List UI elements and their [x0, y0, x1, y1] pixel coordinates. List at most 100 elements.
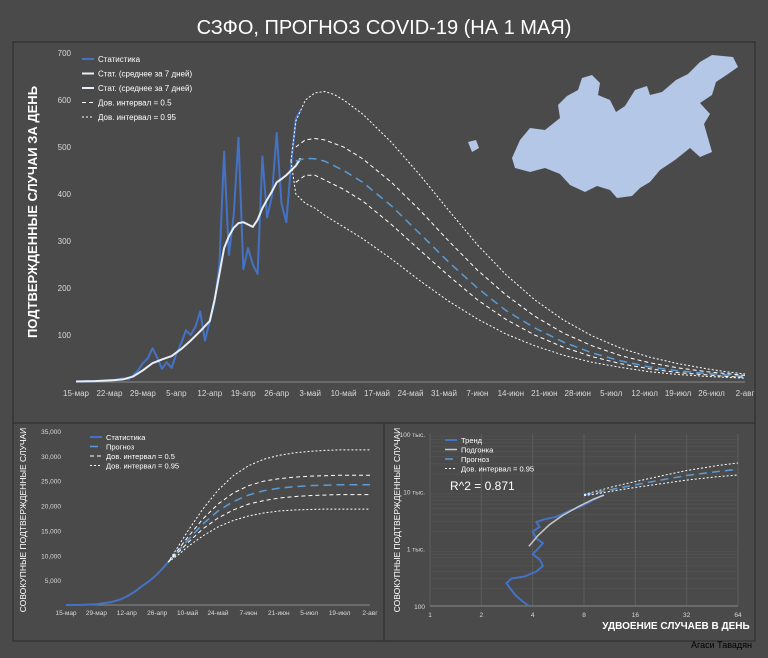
series-line-ci50-3: [167, 494, 370, 563]
doubling-ylabel: СОВОКУПНЫЕ ПОДТВЕРЖДЕННЫЕ СЛУЧАИ: [392, 428, 402, 613]
russia-map-icon: [468, 55, 738, 198]
x-tick-label: 16: [632, 612, 640, 619]
x-tick-label: 26-июл: [698, 389, 725, 398]
x-tick-label: 2-авг: [362, 610, 378, 617]
x-tick-label: 19-апр: [231, 389, 256, 398]
y-tick-label: 700: [58, 49, 72, 58]
series-line-ci50-2: [167, 474, 370, 563]
series-line-stats-0: [65, 561, 169, 606]
series-line-forecast-1: [167, 483, 370, 563]
series-line-ci95-5: [290, 91, 746, 375]
x-tick-label: 31-май: [431, 389, 457, 398]
x-tick-label: 7-июн: [239, 610, 257, 617]
daily-cases-chart: ПОДТВЕРЖДЕННЫЕ СЛУЧАИ ЗА ДЕНЬ 100 200 300 4…: [25, 49, 754, 398]
y-tick-label: 5,000: [45, 578, 62, 585]
y-tick-label: 300: [58, 237, 72, 246]
x-tick-label: 22-мар: [96, 389, 123, 398]
series-line-stats-0: [505, 494, 605, 607]
x-tick-label: 10-май: [177, 609, 198, 617]
x-tick-label: 14-июн: [498, 389, 524, 398]
doubling-rate-chart: СОВОКУПНЫЕ ПОДТВЕРЖДЕННЫЕ СЛУЧАИ УДВОЕНИ…: [392, 428, 750, 632]
y-tick-label: 400: [58, 190, 72, 199]
y-tick-label: 1 тыс.: [407, 547, 425, 554]
y-tick-label: 600: [58, 96, 72, 105]
x-tick-label: 10-май: [331, 389, 357, 398]
y-tick-label: 25,000: [41, 479, 61, 486]
series-line-ci95-4: [583, 474, 739, 497]
series-line-forecast-2: [295, 157, 746, 378]
x-tick-label: 7-июн: [466, 389, 488, 398]
x-tick-label: 1: [428, 612, 432, 619]
x-tick-label: 28-июн: [565, 389, 591, 398]
x-tick-label: 8: [582, 612, 586, 619]
r-squared-annotation: R^2 = 0.871: [450, 479, 515, 493]
page-title: СЗФО, ПРОГНОЗ COVID-19 (НА 1 МАЯ): [197, 17, 572, 39]
x-tick-label: 4: [531, 612, 535, 619]
x-tick-label: 5-июл: [600, 389, 622, 398]
series-line-ci95-4: [167, 449, 370, 563]
doubling-xlabel: УДВОЕНИЕ СЛУЧАЕВ В ДЕНЬ: [602, 621, 749, 632]
x-tick-label: 19-июл: [329, 610, 351, 617]
series-line-fit-1: [528, 494, 605, 547]
y-tick-label: 10,000: [41, 553, 61, 560]
y-tick-label: 200: [58, 284, 72, 293]
series-line-stats-0: [75, 109, 302, 383]
x-tick-label: 26-апр: [147, 610, 168, 617]
map-mainland: [512, 55, 738, 198]
x-tick-label: 15-мар: [55, 610, 76, 617]
x-tick-label: 64: [734, 612, 742, 619]
x-tick-label: 3-май: [299, 389, 321, 398]
x-tick-label: 15-мар: [63, 389, 90, 398]
x-tick-label: 24-май: [398, 389, 424, 398]
map-island: [468, 140, 479, 152]
cumulative-cases-chart: СОВОКУПНЫЕ ПОДТВЕРЖДЕННЫЕ СЛУЧАИ 5,000 10…: [18, 428, 378, 617]
y-tick-label: 500: [58, 143, 72, 152]
x-tick-label: 19-июл: [665, 389, 692, 398]
y-tick-label: 30,000: [41, 454, 61, 461]
x-tick-label: 12-апр: [197, 389, 222, 398]
y-tick-label: 35,000: [41, 429, 61, 436]
x-tick-label: 12-апр: [117, 610, 138, 617]
series-line-avg-1: [75, 157, 302, 383]
legend-label: Подгонка: [461, 446, 494, 455]
y-tick-label: 100: [414, 604, 425, 611]
x-tick-label: 17-май: [364, 389, 390, 398]
legend-label: Дов. интервал = 0.95: [98, 113, 177, 122]
bottom-left-panel-border: [12, 422, 385, 642]
series-line-ci50-4: [295, 174, 746, 378]
legend-label: Дов. интервал = 0.95: [106, 462, 179, 471]
legend-label: Дов. интервал = 0.5: [98, 99, 172, 108]
series-line-ci95-3: [583, 462, 739, 495]
x-tick-label: 21-июн: [268, 610, 290, 617]
series-line-ci95-6: [290, 161, 746, 379]
x-tick-label: 29-мар: [130, 389, 157, 398]
legend-label: Стат. (среднее за 7 дней): [98, 70, 192, 79]
series-line-forecast-2: [583, 468, 739, 496]
y-tick-label: 15,000: [41, 528, 61, 535]
x-tick-label: 26-апр: [264, 389, 289, 398]
y-tick-label: 100 тыс.: [400, 432, 426, 439]
x-tick-label: 21-июн: [531, 389, 557, 398]
y-tick-label: 10 тыс.: [403, 489, 425, 496]
legend-label: Статистика: [106, 433, 146, 442]
legend-label: Статистика: [98, 55, 141, 64]
legend-label: Дов. интервал = 0.95: [461, 465, 534, 474]
x-tick-label: 2: [480, 612, 484, 619]
legend-label: Прогноз: [461, 455, 490, 464]
series-line-ci95-5: [167, 508, 370, 563]
daily-ylabel: ПОДТВЕРЖДЕННЫЕ СЛУЧАИ ЗА ДЕНЬ: [25, 86, 40, 338]
legend-label: Прогноз: [106, 443, 135, 452]
series-line-ci50-3: [295, 138, 746, 376]
legend-label: Тренд: [461, 436, 483, 445]
x-tick-label: 29-мар: [86, 610, 107, 617]
x-tick-label: 32: [683, 612, 691, 619]
x-tick-label: 5-апр: [166, 389, 187, 398]
author-credit: Агаси Тавадян: [691, 640, 752, 650]
x-tick-label: 2-авг: [736, 389, 755, 398]
cumulative-ylabel: СОВОКУПНЫЕ ПОДТВЕРЖДЕННЫЕ СЛУЧАИ: [18, 428, 28, 613]
legend-label: Дов. интервал = 0.5: [106, 452, 175, 461]
bottom-right-panel-border: [383, 422, 756, 642]
y-tick-label: 100: [58, 331, 72, 340]
